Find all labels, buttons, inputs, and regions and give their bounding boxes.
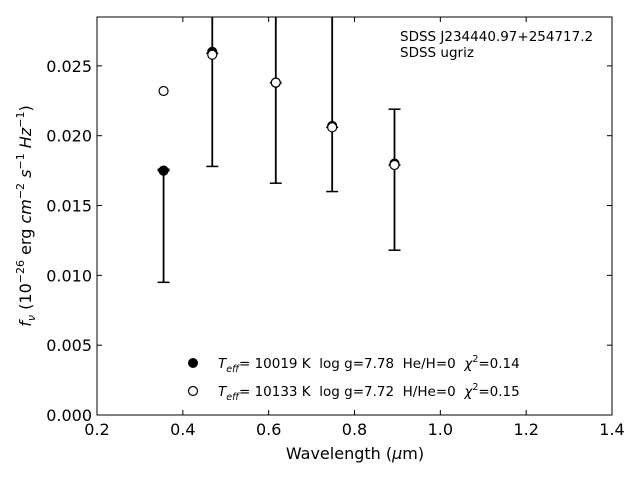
series-1-point-2 xyxy=(270,77,281,88)
x-tick-label-4: 1.0 xyxy=(428,420,453,439)
legend-1-chi2: =0.15 xyxy=(478,384,519,400)
legend-1-comp: H/He=0 xyxy=(403,384,456,400)
x-tick-label-6: 1.4 xyxy=(599,420,624,439)
legend-1-teff: 10133 K xyxy=(255,384,312,400)
y-tick-label-5: 0.025 xyxy=(46,57,92,76)
legend-entry-0: Teff= 10019 K log g=7.78 He/H=0 χ2=0.14 xyxy=(218,354,520,375)
annotation-photometry: SDSS ugriz xyxy=(400,45,474,61)
series-1-point-3 xyxy=(327,122,338,133)
legend-1-logg: log g=7.72 xyxy=(319,384,394,400)
legend-entry-1: Teff= 10133 K log g=7.72 H/He=0 χ2=0.15 xyxy=(218,382,520,403)
x-tick-label-3: 0.8 xyxy=(342,420,367,439)
legend-marker-series-0 xyxy=(188,358,198,368)
axes: 0.2 0.4 0.6 0.8 1.0 1.2 1.4 0.000 0.005 0.010 0.01… xyxy=(46,16,625,439)
legend-marker-series-1 xyxy=(187,385,199,397)
y-axis-label: fν (10−26 erg cm−2 s−1 Hz−1) xyxy=(14,105,38,326)
legend-0-logg: log g=7.78 xyxy=(319,356,394,372)
y-tick-label-1: 0.005 xyxy=(46,336,92,355)
x-tick-label-0: 0.2 xyxy=(84,420,109,439)
legend-0-teff: 10019 K xyxy=(255,356,312,372)
annotation-object-name: SDSS J234440.97+254717.2 xyxy=(400,29,593,45)
y-tick-label-3: 0.015 xyxy=(46,197,92,216)
series-1-point-4 xyxy=(389,159,400,171)
x-tick-label-5: 1.2 xyxy=(513,420,538,439)
series-0-point-0 xyxy=(158,165,169,176)
legend: Teff= 10019 K log g=7.78 He/H=0 χ2=0.14 … xyxy=(187,354,520,403)
series-1-point-0 xyxy=(158,85,169,97)
x-tick-label-1: 0.4 xyxy=(170,420,195,439)
series-1-point-1 xyxy=(207,49,218,60)
data-markers xyxy=(157,17,401,284)
y-tick-label-2: 0.010 xyxy=(46,266,92,285)
legend-0-chi2: =0.14 xyxy=(478,356,519,372)
y-tick-label-4: 0.020 xyxy=(46,127,92,146)
y-tick-label-0: 0.000 xyxy=(46,406,92,425)
x-tick-label-2: 0.6 xyxy=(256,420,281,439)
x-axis-label: Wavelength (μm) xyxy=(286,444,424,463)
legend-0-comp: He/H=0 xyxy=(403,356,456,372)
